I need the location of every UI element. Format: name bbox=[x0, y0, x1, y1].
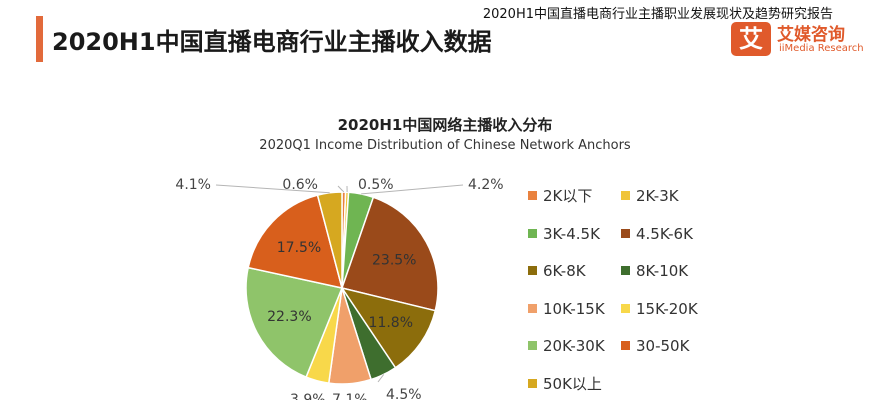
legend-item-3: 4.5K-6K bbox=[621, 224, 693, 244]
page-title: 2020H1中国直播电商行业主播收入数据 bbox=[52, 28, 492, 56]
slice-label-0: 0.6% bbox=[282, 177, 318, 193]
slice-label-5: 4.5% bbox=[386, 387, 422, 400]
legend-swatch bbox=[528, 191, 537, 200]
legend-item-10: 50K以上 bbox=[528, 374, 602, 394]
leader-line-5 bbox=[377, 374, 385, 383]
chart-subtitle: 2020Q1 Income Distribution of Chinese Ne… bbox=[259, 138, 631, 153]
slice-label-10: 4.1% bbox=[175, 177, 211, 193]
slice-label-1: 0.5% bbox=[358, 177, 394, 193]
logo-name-en: iiMedia Research bbox=[779, 43, 864, 54]
legend-swatch bbox=[621, 341, 630, 350]
legend-swatch bbox=[621, 191, 630, 200]
legend-swatch bbox=[528, 228, 537, 238]
legend-swatch bbox=[528, 303, 537, 313]
legend-item-1: 2K-3K bbox=[621, 186, 679, 206]
legend-label: 4.5K-6K bbox=[636, 224, 693, 243]
leader-line-2 bbox=[361, 184, 464, 195]
logo-mark-icon: 艾 bbox=[731, 22, 771, 56]
legend-item-2: 3K-4.5K bbox=[528, 224, 600, 244]
legend-label: 6K-8K bbox=[543, 262, 586, 280]
legend-swatch bbox=[621, 303, 630, 313]
chart-title: 2020H1中国网络主播收入分布 bbox=[337, 116, 553, 134]
legend-item-4: 6K-8K bbox=[528, 261, 586, 281]
legend-item-7: 15K-20K bbox=[621, 299, 698, 319]
legend-label: 10K-15K bbox=[543, 299, 605, 318]
slice-label-4: 11.8% bbox=[369, 315, 413, 331]
logo-name-cn: 艾媒咨询 bbox=[777, 25, 845, 45]
legend-label: 30-50K bbox=[636, 337, 690, 355]
legend-item-5: 8K-10K bbox=[621, 261, 688, 281]
report-title: 2020H1中国直播电商行业主播职业发展现状及趋势研究报告 bbox=[482, 7, 833, 22]
legend-item-8: 20K-30K bbox=[528, 336, 605, 356]
slice-label-7: 3.9% bbox=[290, 392, 326, 400]
leader-line-0 bbox=[337, 185, 345, 193]
leader-line-10 bbox=[215, 184, 330, 194]
legend-label: 50K以上 bbox=[543, 374, 602, 393]
slice-label-6: 7.1% bbox=[332, 392, 368, 400]
legend-label: 2K以下 bbox=[543, 187, 593, 205]
slice-label-8: 22.3% bbox=[267, 309, 311, 325]
legend-label: 8K-10K bbox=[636, 262, 689, 280]
pie-slice-3 bbox=[341, 196, 439, 312]
legend-label: 3K-4.5K bbox=[543, 224, 600, 243]
pie-slice-9 bbox=[247, 194, 344, 289]
legend-swatch bbox=[528, 378, 537, 388]
slice-label-2: 4.2% bbox=[468, 177, 504, 193]
pie-slice-10 bbox=[316, 191, 343, 289]
slice-label-3: 23.5% bbox=[372, 252, 416, 268]
legend-item-6: 10K-15K bbox=[528, 299, 605, 319]
legend-label: 2K-3K bbox=[636, 187, 679, 205]
legend-swatch bbox=[621, 266, 630, 275]
legend-item-0: 2K以下 bbox=[528, 186, 592, 206]
slice-label-9: 17.5% bbox=[277, 240, 321, 256]
legend-label: 15K-20K bbox=[636, 299, 698, 318]
title-accent-bar bbox=[36, 16, 43, 62]
pie-slice-4 bbox=[340, 286, 437, 369]
brand-logo: 艾 艾媒咨询 iiMedia Research bbox=[731, 20, 881, 60]
legend-label: 20K-30K bbox=[543, 337, 605, 355]
legend-item-9: 30-50K bbox=[621, 336, 689, 356]
legend-swatch bbox=[528, 341, 537, 350]
pie-slice-8 bbox=[245, 266, 344, 379]
legend-swatch bbox=[528, 266, 537, 275]
legend-swatch bbox=[621, 228, 630, 238]
